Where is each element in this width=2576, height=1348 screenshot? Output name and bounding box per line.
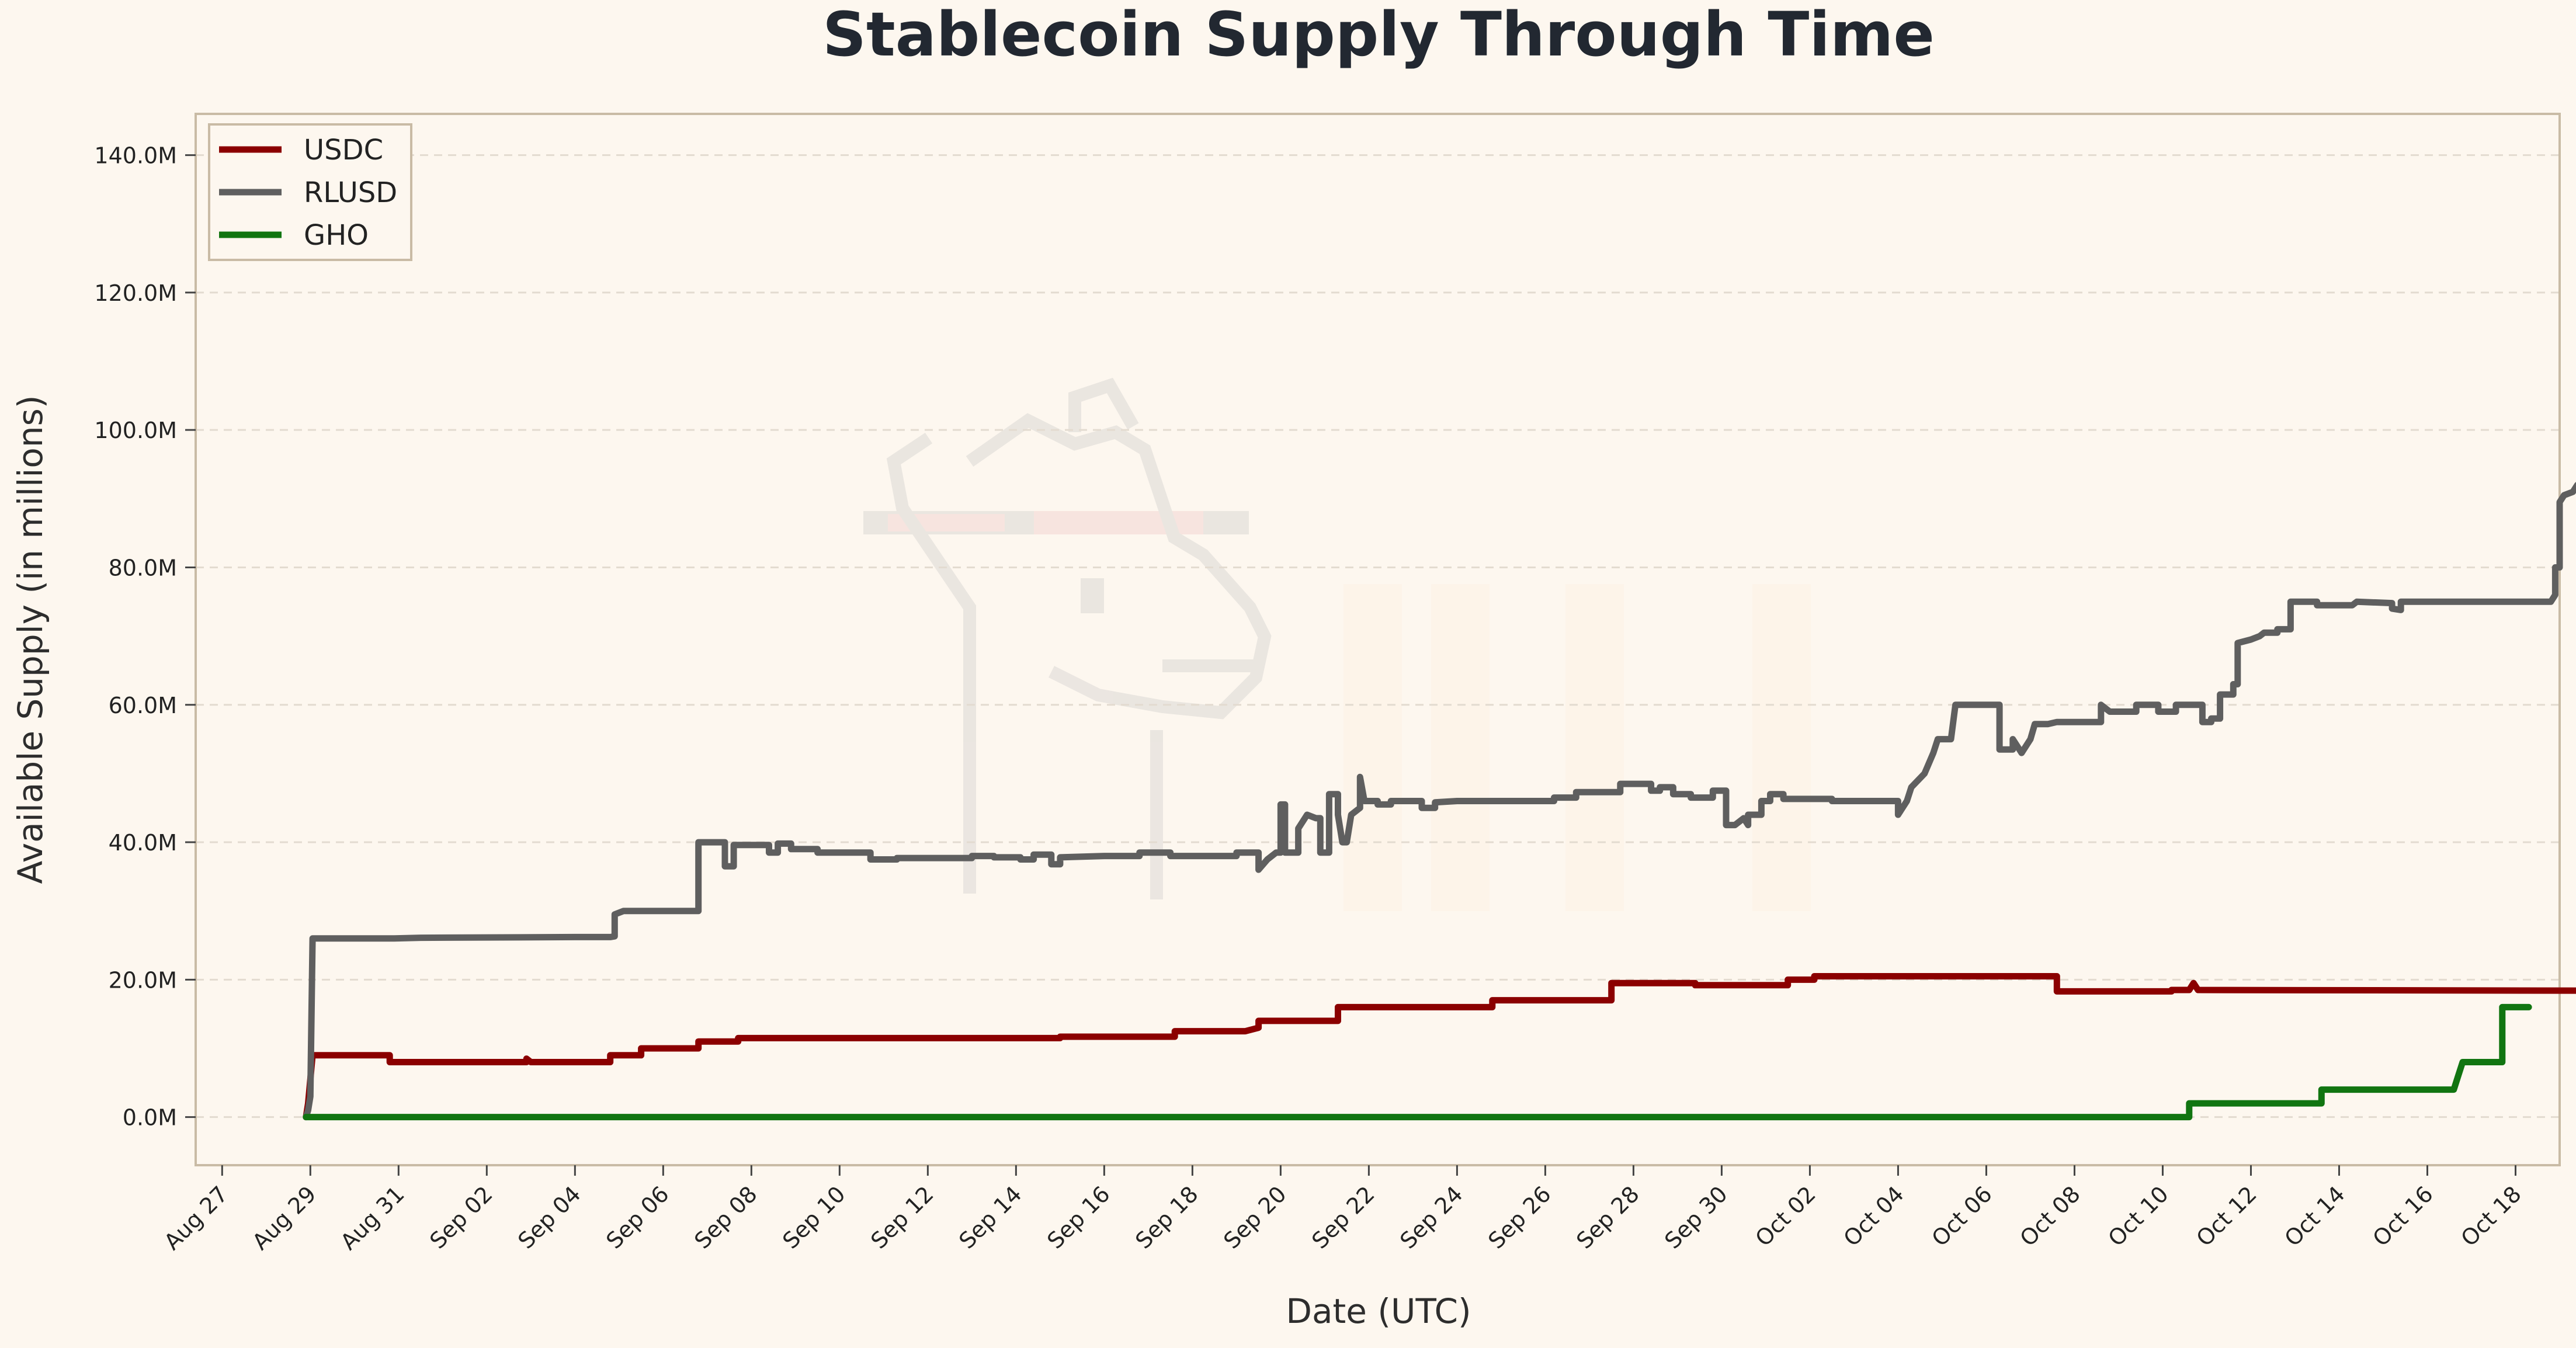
x-axis-label: Date (UTC) (1286, 1291, 1471, 1331)
legend-label-rlusd: RLUSD (304, 176, 397, 209)
y-axis-label: Available Supply (in millions) (11, 395, 50, 884)
y-tick-label: 60.0M (109, 693, 177, 718)
series-lines (303, 482, 2576, 1121)
y-tick-label: 140.0M (94, 143, 177, 169)
plot-frame (195, 113, 2561, 1166)
chart-title: Stablecoin Supply Through Time (822, 0, 1935, 70)
y-tick-label: 100.0M (94, 418, 177, 443)
y-tick-label: 40.0M (109, 830, 177, 856)
series-line-rlusd (303, 482, 2576, 1121)
y-tick-label: 120.0M (94, 280, 177, 306)
y-axis-ticks: 0.0M 20.0M 40.0M 60.0M 80.0M 100.0M 120.0M 140.… (94, 143, 196, 1131)
series-line-usdc (303, 973, 2576, 1121)
y-tick-label: 0.0M (123, 1105, 177, 1131)
watermark (863, 377, 1811, 911)
y-tick-label: 80.0M (109, 555, 177, 581)
legend-label-gho: GHO (304, 219, 369, 252)
legend-label-usdc: USDC (304, 134, 383, 166)
series-line-gho (303, 1003, 2532, 1121)
y-tick-label: 20.0M (109, 967, 177, 993)
legend: USDC RLUSD GHO (208, 123, 412, 261)
